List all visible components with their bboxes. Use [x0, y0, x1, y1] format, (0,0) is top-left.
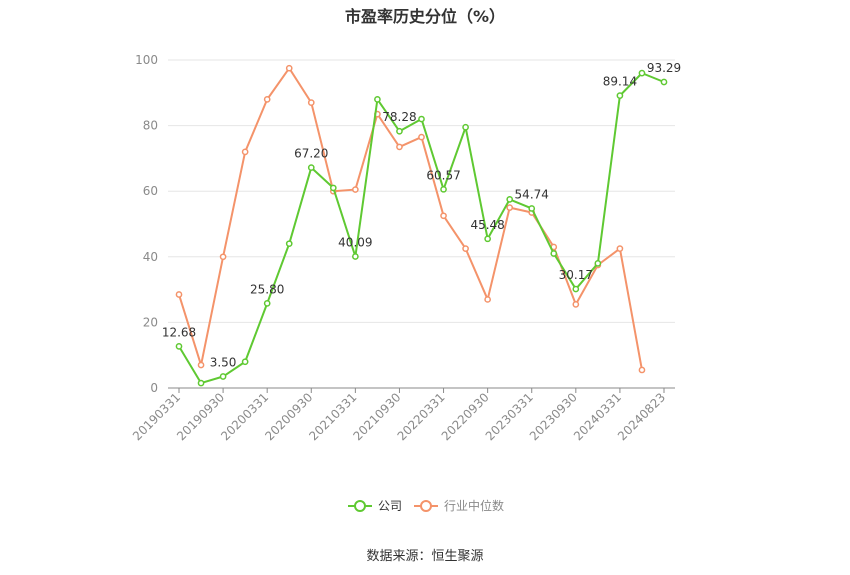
- legend-industry-marker: [420, 500, 432, 512]
- industry-data-point: [396, 143, 403, 151]
- industry-data-point: [638, 366, 646, 374]
- industry-data-point: [219, 253, 227, 261]
- company-data-point: [197, 379, 205, 387]
- company-data-point: [462, 123, 469, 131]
- industry-data-point: [418, 133, 425, 141]
- industry-data-point: [285, 64, 293, 72]
- industry-data-point: [263, 96, 271, 103]
- company-data-point: [638, 69, 646, 77]
- company-data-point: [594, 260, 602, 267]
- company-data-point: [307, 164, 315, 171]
- industry-series-line: [178, 67, 643, 371]
- legend-industry-label: 行业中位数: [444, 498, 504, 513]
- y-tick-label: 60: [143, 184, 158, 198]
- industry-data-point: [572, 301, 580, 308]
- industry-data-point: [241, 148, 249, 156]
- data-label: 25.80: [250, 282, 284, 296]
- company-data-point: [484, 235, 491, 243]
- company-data-point: [528, 205, 536, 212]
- company-data-point: [396, 127, 403, 135]
- data-label: 67.20: [294, 147, 328, 161]
- data-label: 89.14: [603, 75, 637, 89]
- industry-data-point: [616, 245, 624, 252]
- industry-data-point: [197, 361, 205, 369]
- company-data-point: [616, 92, 624, 99]
- company-data-point: [440, 185, 447, 193]
- data-label: 54.74: [515, 187, 549, 201]
- company-data-point: [418, 115, 425, 123]
- data-label: 78.28: [382, 110, 416, 124]
- y-tick-label: 40: [143, 250, 158, 264]
- data-label: 40.09: [338, 236, 372, 250]
- company-data-point: [660, 78, 668, 86]
- data-label: 30.17: [559, 268, 593, 282]
- company-data-point: [550, 250, 558, 257]
- industry-data-point: [307, 99, 315, 106]
- company-data-point: [175, 343, 183, 350]
- chart-title: 市盈率历史分位（%）: [344, 7, 506, 26]
- industry-data-point: [175, 291, 183, 298]
- data-label: 60.57: [426, 168, 460, 182]
- y-tick-label: 80: [143, 119, 158, 133]
- industry-data-point: [352, 186, 359, 193]
- industry-data-point: [440, 212, 447, 220]
- industry-data-point: [462, 245, 469, 252]
- industry-data-point: [484, 296, 491, 303]
- company-data-point: [219, 373, 227, 380]
- company-data-point: [572, 285, 580, 293]
- y-tick-label: 100: [135, 53, 158, 67]
- data-label: 3.50: [210, 356, 237, 370]
- company-data-point: [329, 184, 337, 192]
- data-label: 93.29: [647, 61, 681, 75]
- data-label: 12.68: [162, 325, 196, 339]
- data-source: 数据来源：恒生聚源: [366, 549, 484, 564]
- y-tick-label: 0: [150, 381, 158, 395]
- company-data-point: [263, 300, 271, 307]
- company-data-point: [241, 358, 249, 366]
- y-tick-label: 20: [143, 315, 158, 329]
- legend-company-label: 公司: [378, 499, 402, 513]
- company-data-point: [285, 240, 293, 248]
- company-data-point: [506, 196, 514, 203]
- data-label: 45.48: [470, 218, 504, 232]
- company-data-point: [352, 253, 359, 260]
- x-tick-label: 20240823: [615, 390, 668, 443]
- legend-company-marker: [354, 500, 366, 512]
- company-data-point: [374, 96, 381, 103]
- industry-data-point: [506, 204, 514, 211]
